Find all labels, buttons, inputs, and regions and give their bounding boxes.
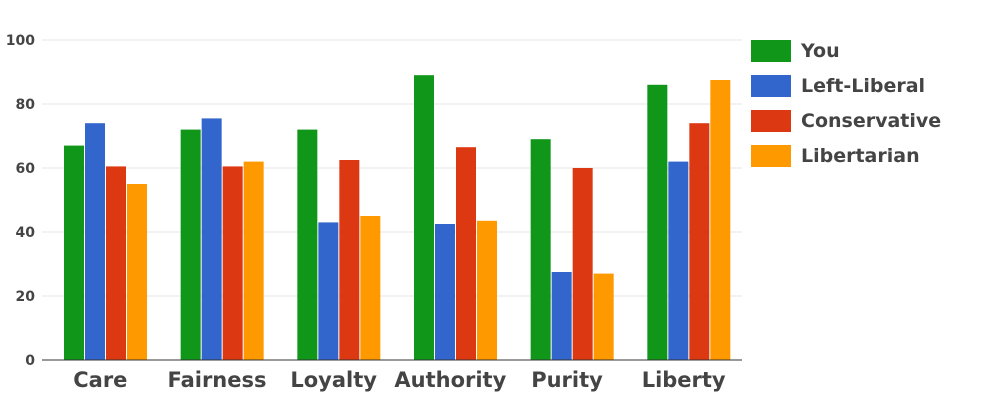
x-tick-label-liberty: Liberty <box>642 368 726 392</box>
bar-purity-conservative <box>572 168 593 360</box>
x-tick-label-purity: Purity <box>531 368 603 392</box>
legend-swatch-left-liberal <box>751 75 791 97</box>
bar-liberty-conservative <box>689 123 710 360</box>
bar-authority-libertarian <box>477 220 497 360</box>
legend-swatch-conservative <box>751 110 791 132</box>
y-axis-tick-labels: 0 20 40 60 80 100 <box>6 33 35 369</box>
legend-label-conservative: Conservative <box>801 110 941 132</box>
bar-fairness-libertarian <box>243 161 264 360</box>
y-tick-label-0: 0 <box>25 353 35 369</box>
y-tick-label-60: 60 <box>16 161 36 177</box>
y-tick-label-100: 100 <box>6 33 35 49</box>
bar-authority-left-liberal <box>435 224 455 360</box>
bar-liberty-left-liberal <box>668 161 689 360</box>
bar-loyalty-libertarian <box>360 216 381 360</box>
legend-label-left-liberal: Left-Liberal <box>801 75 925 97</box>
legend-swatch-libertarian <box>751 145 791 167</box>
bar-fairness-conservative <box>222 166 243 360</box>
bar-care-you <box>64 145 84 360</box>
bar-purity-you <box>530 139 551 360</box>
bar-loyalty-conservative <box>339 160 360 360</box>
bar-purity-libertarian <box>593 273 614 360</box>
bar-liberty-libertarian <box>710 80 731 360</box>
x-axis-tick-labels: Care Fairness Loyalty Authority Purity Libert… <box>73 368 726 392</box>
x-tick-label-care: Care <box>73 368 127 392</box>
bar-care-conservative <box>106 166 126 360</box>
legend-swatch-you <box>751 40 791 62</box>
legend-label-you: You <box>800 40 840 62</box>
gridlines <box>42 39 742 297</box>
x-tick-label-authority: Authority <box>394 368 506 392</box>
y-tick-label-40: 40 <box>16 225 36 241</box>
bar-fairness-you <box>180 129 201 360</box>
y-tick-label-20: 20 <box>16 289 36 305</box>
legend-label-libertarian: Libertarian <box>801 145 920 167</box>
bar-authority-conservative <box>456 147 476 360</box>
bar-care-left-liberal <box>85 123 105 360</box>
legend: You Left-Liberal Conservative Libertarian <box>751 40 941 167</box>
x-tick-label-fairness: Fairness <box>167 368 266 392</box>
bar-care-libertarian <box>127 184 147 360</box>
bar-liberty-you <box>647 84 668 361</box>
bar-authority-you <box>414 75 434 360</box>
bar-loyalty-you <box>297 129 318 360</box>
bars <box>64 75 731 361</box>
bar-purity-left-liberal <box>551 272 572 360</box>
bar-fairness-left-liberal <box>201 118 222 361</box>
y-tick-label-80: 80 <box>16 97 36 113</box>
bar-loyalty-left-liberal <box>318 222 339 360</box>
x-tick-label-loyalty: Loyalty <box>290 368 377 392</box>
